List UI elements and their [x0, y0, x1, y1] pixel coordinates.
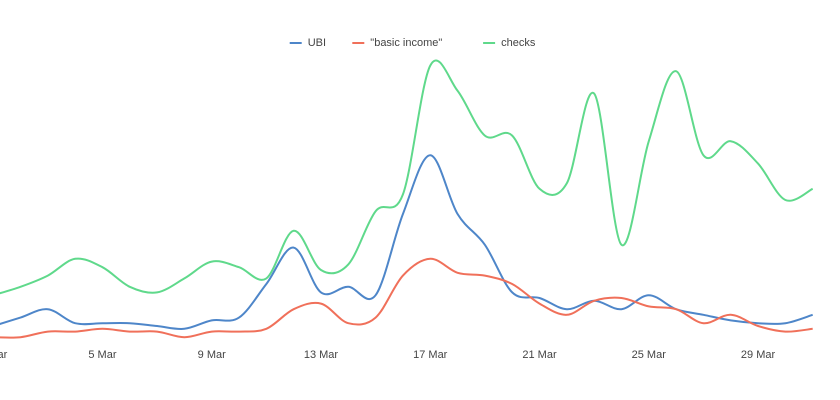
- x-tick-label: 21 Mar: [522, 349, 557, 361]
- legend-label: checks: [501, 37, 536, 49]
- series-line: [0, 257, 813, 339]
- legend-label: "basic income": [370, 37, 442, 49]
- x-tick-label: 9 Mar: [198, 349, 226, 361]
- x-tick-label: 25 Mar: [632, 349, 667, 361]
- x-tick-label: 13 Mar: [304, 349, 339, 361]
- x-tick-label: 29 Mar: [741, 349, 776, 361]
- series-line: [0, 59, 814, 295]
- x-tick-label: 17 Mar: [413, 349, 448, 361]
- x-tick-label: 1 Mar: [0, 349, 8, 361]
- x-tick-label: 5 Mar: [88, 349, 116, 361]
- legend: UBI "basic income" checks: [289, 37, 536, 49]
- legend-label: UBI: [308, 37, 326, 49]
